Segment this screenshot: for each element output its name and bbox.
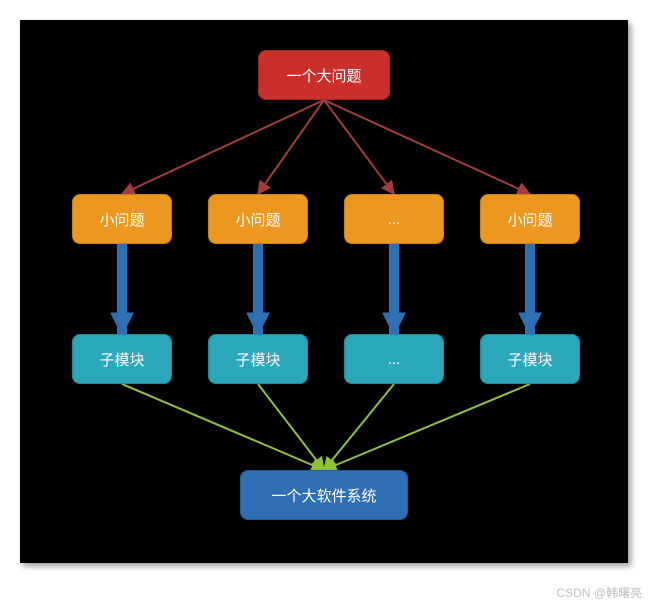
- node-label: 子模块: [235, 349, 280, 370]
- watermark-text: CSDN @韩曙亮: [556, 584, 642, 601]
- node-label: 小问题: [507, 209, 552, 230]
- node-big-problem: 一个大问题: [258, 50, 390, 100]
- node-small-problem-1: 小问题: [72, 194, 172, 244]
- node-label: 小问题: [235, 209, 280, 230]
- node-label: 一个大问题: [286, 65, 361, 86]
- node-small-problem-4: 小问题: [480, 194, 580, 244]
- edge: [324, 384, 394, 470]
- node-label: 子模块: [99, 349, 144, 370]
- node-label: 小问题: [99, 209, 144, 230]
- edge: [258, 100, 324, 194]
- node-big-system: 一个大软件系统: [240, 470, 408, 520]
- node-small-problem-2: 小问题: [208, 194, 308, 244]
- node-label: 子模块: [507, 349, 552, 370]
- edge: [324, 100, 394, 194]
- node-small-problem-3: ...: [344, 194, 444, 244]
- edge: [122, 100, 324, 194]
- diagram-canvas: 一个大问题 小问题 小问题 ... 小问题 子模块 子模块 ... 子模块 一个…: [20, 20, 628, 563]
- node-label: ...: [388, 351, 401, 368]
- edge: [324, 384, 530, 470]
- node-submodule-2: 子模块: [208, 334, 308, 384]
- edge: [258, 384, 324, 470]
- node-submodule-1: 子模块: [72, 334, 172, 384]
- edge: [122, 384, 324, 470]
- node-submodule-3: ...: [344, 334, 444, 384]
- edge: [324, 100, 530, 194]
- node-label: ...: [388, 211, 401, 228]
- node-label: 一个大软件系统: [271, 485, 376, 506]
- node-submodule-4: 子模块: [480, 334, 580, 384]
